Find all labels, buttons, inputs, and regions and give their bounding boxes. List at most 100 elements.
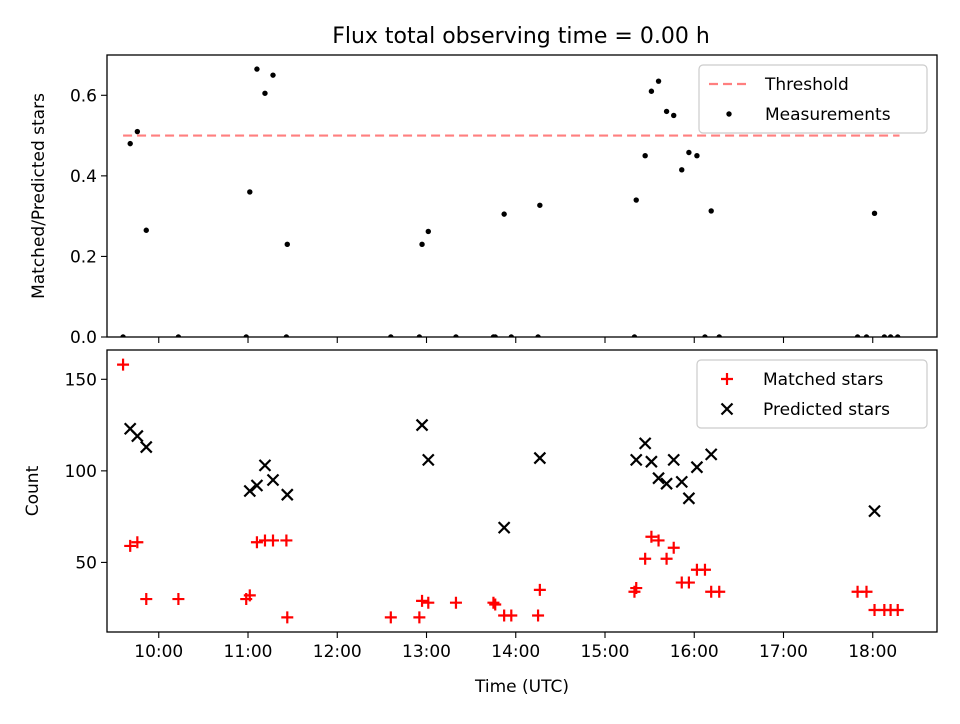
measurement-point (508, 334, 514, 337)
matched-star-point (630, 582, 643, 595)
y-tick-label: 150 (65, 370, 97, 390)
x-tick-label: 18:00 (848, 642, 897, 662)
matched-star-point (652, 534, 665, 547)
measurement-point (686, 149, 692, 156)
predicted-star-point (533, 451, 547, 465)
measurement-point (716, 334, 722, 337)
measurement-point (671, 112, 677, 119)
predicted-star-point (638, 437, 652, 450)
y-axis-label: Count (23, 465, 43, 516)
matched-star-point (860, 585, 873, 598)
measurement-point (175, 334, 182, 337)
predicted-star-point (415, 418, 429, 432)
measurement-point (881, 334, 888, 337)
measurement-point (663, 108, 670, 115)
y-tick-label: 0.4 (70, 167, 97, 187)
predicted-star-point (281, 488, 294, 501)
legend-label: Matched stars (763, 370, 883, 390)
legend: Threshold Measurements (698, 64, 928, 134)
measurement-point (642, 153, 648, 159)
x-tick-label: 10:00 (134, 642, 183, 662)
matched-star-point (891, 604, 904, 617)
measurement-point (243, 334, 249, 337)
matched-star-point (639, 552, 652, 565)
matched-star-point (698, 563, 711, 576)
matched-star-point (713, 585, 726, 598)
legend: Matched stars Predicted stars (696, 359, 928, 429)
matched-star-point (172, 593, 185, 606)
legend-predicted-marker (720, 402, 734, 416)
measurement-point (270, 72, 276, 78)
chart-title: Flux total observing time = 0.00 h (332, 24, 710, 49)
top-panel: 0.0 0.2 0.4 0.6 Matched/Predicted stars Thres… (29, 54, 938, 348)
matched-star-point (682, 576, 695, 589)
measurement-point (127, 140, 133, 147)
measurement-point (134, 128, 141, 135)
matched-star-point (487, 596, 500, 609)
legend-measurement-marker (726, 111, 732, 117)
measurement-point (416, 334, 423, 337)
y-axis-label: Matched/Predicted stars (29, 93, 49, 299)
legend-label: Measurements (765, 105, 891, 125)
y-tick-label: 0.2 (70, 247, 97, 267)
predicted-star-point (422, 453, 435, 467)
measurement-point (453, 334, 459, 337)
predicted-star-point (645, 455, 658, 468)
measurement-point (283, 334, 290, 337)
measurement-point (284, 241, 290, 248)
matched-star-point (416, 594, 429, 607)
x-tick-label: 15:00 (581, 642, 630, 662)
x-tick-label: 16:00 (670, 642, 719, 662)
matched-star-point (267, 534, 279, 547)
predicted-star-point (675, 475, 689, 489)
predicted-star-point (652, 471, 665, 485)
measurement-point (871, 210, 878, 217)
measurement-point (247, 189, 253, 195)
plot-area (120, 66, 901, 337)
measurement-point (388, 334, 394, 337)
y-tick-label: 0.0 (70, 328, 97, 348)
matched-star-point (533, 583, 546, 596)
predicted-star-point (139, 440, 153, 454)
predicted-star-point (682, 492, 696, 505)
predicted-star-point (629, 453, 643, 467)
legend-label: Predicted stars (763, 400, 890, 420)
x-axis-label: Time (UTC) (474, 677, 569, 697)
measurement-point (863, 334, 870, 337)
legend-box (698, 64, 928, 134)
measurement-point (120, 334, 126, 337)
measurement-point (633, 197, 639, 203)
predicted-star-point (667, 453, 680, 467)
x-tick-label: 12:00 (313, 642, 362, 662)
matched-star-point (124, 539, 137, 552)
matched-star-point (117, 358, 130, 371)
measurement-point (679, 167, 685, 173)
measurement-point (537, 202, 543, 208)
matched-star-point (280, 534, 293, 547)
matched-star-point (532, 609, 545, 622)
measurement-point (143, 227, 149, 233)
measurement-point (262, 90, 268, 96)
measurement-point (702, 334, 708, 337)
y-tick-label: 50 (75, 553, 97, 573)
predicted-star-point (660, 477, 673, 490)
measurement-point (419, 241, 425, 248)
measurement-point (535, 334, 541, 337)
predicted-star-point (243, 484, 257, 498)
measurement-point (854, 334, 861, 337)
predicted-star-point (497, 521, 511, 534)
measurement-point (655, 78, 662, 84)
bottom-panel: 50 100 150 10:00 11:00 12:00 13:00 14:00 15:00 16… (23, 349, 938, 697)
matched-star-point (140, 593, 153, 606)
plot-area (117, 358, 904, 624)
x-tick-label: 17:00 (759, 642, 808, 662)
measurement-point (694, 153, 700, 159)
x-tick-label: 11:00 (224, 642, 273, 662)
measurement-point (425, 228, 431, 235)
measurement-point (631, 334, 638, 337)
matched-star-point (281, 611, 294, 624)
matched-star-point (645, 530, 658, 543)
measurement-point (895, 334, 901, 337)
predicted-star-point (868, 504, 881, 518)
